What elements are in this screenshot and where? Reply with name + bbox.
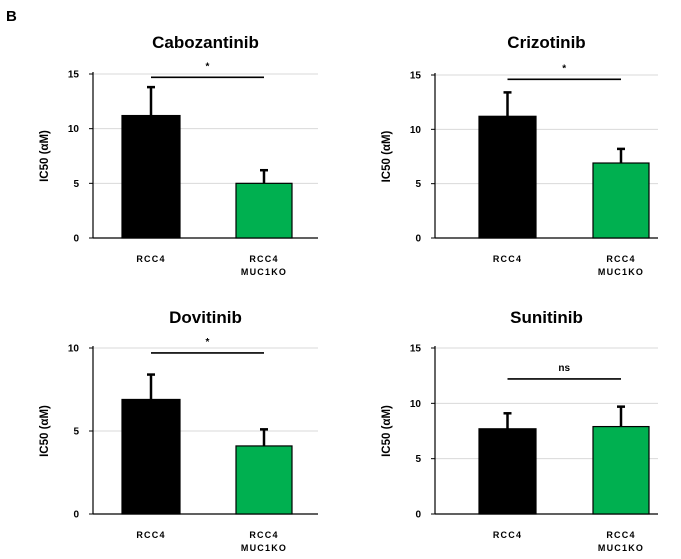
y-tick-label: 5 (415, 454, 421, 465)
y-tick-label: 10 (410, 399, 422, 410)
bar-rcc4-muc1ko (592, 425, 650, 515)
bar-rcc4 (121, 398, 181, 515)
y-tick-label: 0 (415, 510, 421, 521)
chart-cabozantinib: Cabozantinib 0 5 10 15 IC50 (αM) RCC4 RCC4 MUC1K… (39, 33, 318, 277)
y-axis-label: IC50 (αM) (39, 130, 51, 182)
category-label: RCC4 (136, 254, 165, 264)
y-tick-label: 0 (415, 234, 421, 245)
y-tick-label: 5 (73, 179, 79, 190)
bar-rcc4 (121, 114, 181, 239)
category-label: RCC4 (249, 530, 278, 540)
y-tick-label: 0 (73, 510, 79, 521)
y-tick-label: 10 (68, 344, 80, 355)
bar-rcc4-muc1ko (592, 162, 650, 239)
category-label: MUC1KO (241, 543, 287, 553)
chart-sunitinib: Sunitinib 0 5 10 15 IC50 (αM) RCC4 RCC4 MUC1KO ns (381, 308, 658, 553)
y-tick-label: 0 (73, 234, 79, 245)
significance-label: * (206, 337, 210, 348)
chart-title: Cabozantinib (152, 33, 259, 52)
y-tick-label: 15 (68, 70, 80, 81)
bar-rcc4 (478, 115, 537, 239)
significance-label: * (206, 61, 210, 72)
significance-label: * (562, 63, 566, 74)
y-tick-label: 5 (415, 179, 421, 190)
category-label: RCC4 (606, 530, 635, 540)
bar-rcc4-muc1ko (235, 182, 293, 239)
y-axis-label: IC50 (αM) (381, 405, 393, 457)
chart-title: Sunitinib (510, 308, 583, 327)
y-tick-label: 15 (410, 71, 422, 82)
bar-rcc4 (478, 428, 537, 515)
category-label: MUC1KO (598, 267, 644, 277)
category-label: RCC4 (136, 530, 165, 540)
significance-label: ns (558, 363, 570, 374)
category-label: RCC4 (493, 254, 522, 264)
y-tick-label: 10 (410, 125, 422, 136)
chart-dovitinib: Dovitinib 0 5 10 IC50 (αM) RCC4 RCC4 MUC1KO * (39, 308, 318, 553)
category-label: MUC1KO (241, 267, 287, 277)
bar-rcc4-muc1ko (235, 445, 293, 515)
y-tick-label: 5 (73, 427, 79, 438)
chart-title: Dovitinib (169, 308, 242, 327)
category-label: RCC4 (606, 254, 635, 264)
chart-title: Crizotinib (507, 33, 585, 52)
y-tick-label: 15 (410, 344, 422, 355)
y-axis-label: IC50 (αM) (381, 130, 393, 182)
y-axis-label: IC50 (αM) (39, 405, 51, 457)
category-label: MUC1KO (598, 543, 644, 553)
category-label: RCC4 (493, 530, 522, 540)
y-tick-label: 10 (68, 124, 80, 135)
category-label: RCC4 (249, 254, 278, 264)
panel-label: B (6, 8, 17, 25)
chart-crizotinib: Crizotinib 0 5 10 15 IC50 (αM) RCC4 RCC4 MUC1KO * (381, 33, 658, 277)
